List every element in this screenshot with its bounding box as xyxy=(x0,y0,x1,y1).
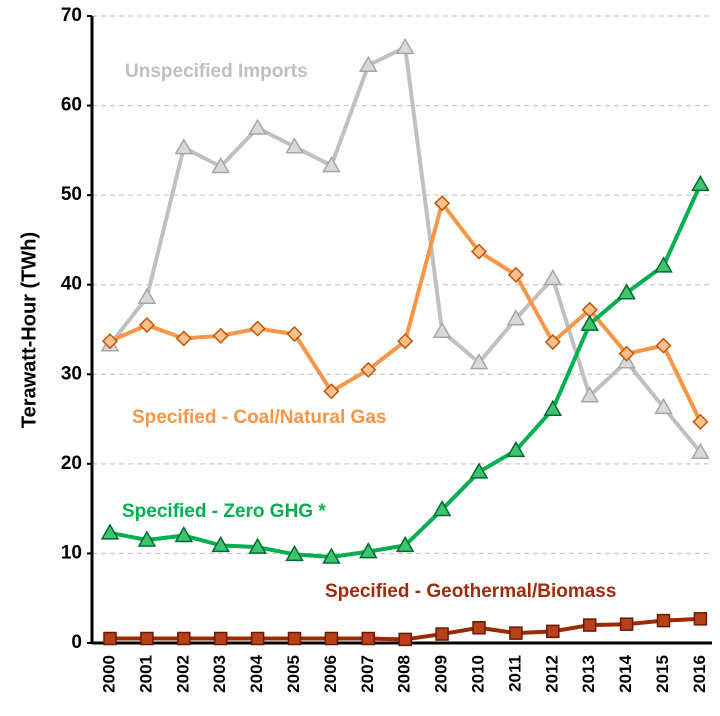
series-line xyxy=(108,45,702,454)
marker xyxy=(212,327,229,344)
marker xyxy=(397,333,414,350)
marker xyxy=(655,337,672,354)
x-tick-label: 2012 xyxy=(542,655,561,693)
marker xyxy=(395,535,415,553)
marker xyxy=(248,118,267,135)
marker xyxy=(286,325,303,343)
marker xyxy=(285,137,304,154)
x-tick-label: 2010 xyxy=(468,655,487,693)
marker xyxy=(285,544,304,562)
marker xyxy=(248,537,267,554)
marker xyxy=(470,243,488,260)
marker xyxy=(507,266,524,283)
marker xyxy=(546,624,560,639)
marker xyxy=(691,174,710,192)
marker xyxy=(140,631,154,646)
marker xyxy=(469,353,489,370)
y-tick-label: 10 xyxy=(61,542,82,563)
marker xyxy=(249,320,266,337)
marker xyxy=(509,626,523,640)
marker xyxy=(543,268,563,286)
y-tick-label: 50 xyxy=(61,184,82,205)
series-label: Unspecified Imports xyxy=(125,61,308,82)
series-label: Specified - Geothermal/Biomass xyxy=(325,581,616,602)
marker xyxy=(250,631,265,646)
marker xyxy=(323,383,340,400)
marker xyxy=(211,156,230,174)
x-tick-label: 2000 xyxy=(99,655,118,693)
y-tick-label: 40 xyxy=(61,274,82,295)
x-tick-label: 2013 xyxy=(579,655,598,693)
marker xyxy=(360,361,377,378)
marker xyxy=(137,287,157,305)
marker xyxy=(692,413,709,430)
marker xyxy=(174,138,194,155)
marker xyxy=(654,256,673,273)
marker xyxy=(618,345,635,362)
marker xyxy=(398,632,412,647)
marker xyxy=(434,195,451,212)
marker xyxy=(582,618,597,632)
marker xyxy=(691,442,710,459)
x-tick-label: 2002 xyxy=(173,655,192,693)
marker xyxy=(580,386,599,403)
x-tick-label: 2003 xyxy=(210,655,229,693)
marker xyxy=(469,462,489,479)
marker xyxy=(506,440,526,458)
marker xyxy=(580,314,599,331)
marker xyxy=(213,631,228,646)
series-line xyxy=(109,201,703,423)
marker xyxy=(432,500,452,517)
marker xyxy=(324,631,339,646)
x-tick-label: 2006 xyxy=(321,655,340,693)
marker xyxy=(654,397,673,415)
marker xyxy=(177,631,191,646)
marker xyxy=(619,617,634,631)
marker xyxy=(174,526,194,543)
x-tick-label: 2011 xyxy=(505,655,524,692)
marker xyxy=(395,37,415,55)
x-tick-label: 2016 xyxy=(690,655,709,693)
x-tick-label: 2009 xyxy=(432,655,451,693)
x-tick-label: 2015 xyxy=(653,655,672,693)
marker xyxy=(361,631,376,646)
marker xyxy=(359,542,378,559)
marker xyxy=(506,309,526,326)
marker xyxy=(137,530,157,547)
marker xyxy=(211,535,230,553)
y-tick-label: 20 xyxy=(61,453,82,474)
y-tick-label: 0 xyxy=(71,632,82,653)
x-tick-label: 2005 xyxy=(284,655,303,693)
marker xyxy=(287,631,302,646)
marker xyxy=(656,613,671,628)
x-tick-label: 2007 xyxy=(358,655,377,693)
y-axis-label: Terawatt-Hour (TWh) xyxy=(18,232,40,428)
y-tick-label: 30 xyxy=(61,363,82,384)
y-tick-label: 60 xyxy=(61,95,82,116)
marker xyxy=(472,621,486,635)
marker xyxy=(175,330,192,347)
x-tick-label: 2008 xyxy=(395,655,414,693)
series-label: Specified - Zero GHG * xyxy=(122,501,326,522)
marker xyxy=(101,333,119,350)
y-tick-label: 70 xyxy=(61,5,82,26)
series-label: Specified - Coal/Natural Gas xyxy=(132,407,386,428)
x-tick-label: 2001 xyxy=(136,655,155,693)
marker xyxy=(543,399,563,416)
marker xyxy=(103,631,117,646)
marker xyxy=(138,316,155,334)
marker xyxy=(432,321,452,339)
x-tick-label: 2004 xyxy=(247,654,266,692)
marker xyxy=(359,55,378,73)
marker xyxy=(693,612,708,626)
marker xyxy=(617,283,636,300)
marker xyxy=(100,523,120,540)
marker xyxy=(322,547,341,564)
marker xyxy=(435,627,449,641)
marker xyxy=(322,156,341,173)
marker xyxy=(544,333,561,351)
x-tick-label: 2014 xyxy=(616,654,635,692)
